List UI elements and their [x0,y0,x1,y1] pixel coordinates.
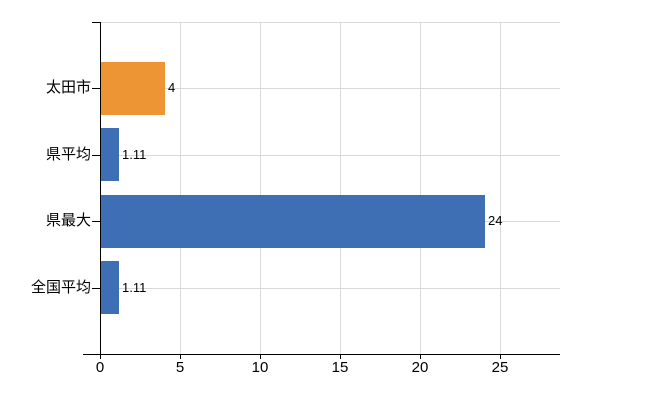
y-axis-line [100,22,101,354]
x-axis-tick [100,354,101,359]
x-gridline [500,22,501,354]
x-tick-label: 15 [331,359,349,376]
x-gridline [180,22,181,354]
category-label-県平均: 県平均 [45,146,91,163]
plot-top-border [100,22,560,23]
y-axis-tick [92,22,100,23]
x-axis-tick [260,354,261,359]
x-gridline [260,22,261,354]
x-tick-label: 10 [251,359,269,376]
x-gridline [340,22,341,354]
value-label: 24 [488,213,503,228]
bar-太田市 [101,62,165,115]
x-gridline [420,22,421,354]
y-gridline [100,155,560,156]
x-axis-tick [500,354,501,359]
value-label: 1.11 [122,147,147,162]
bar-県平均 [101,128,119,181]
y-axis-tick [92,221,100,222]
x-axis-line [83,354,560,355]
x-tick-label: 0 [95,359,105,376]
bar-県最大 [101,195,485,248]
bar-全国平均 [101,261,119,314]
x-axis-tick [420,354,421,359]
category-label-県最大: 県最大 [45,212,91,229]
category-label-全国平均: 全国平均 [30,279,91,296]
x-tick-label: 20 [411,359,429,376]
x-axis-tick [340,354,341,359]
x-tick-label: 5 [175,359,185,376]
x-axis-tick [180,354,181,359]
category-label-太田市: 太田市 [45,79,91,96]
y-gridline [100,88,560,89]
y-axis-tick [92,88,100,89]
y-axis-tick [92,155,100,156]
x-tick-label: 25 [491,359,509,376]
value-label: 4 [168,80,176,95]
value-label: 1.11 [122,280,147,295]
y-axis-tick [92,288,100,289]
y-gridline [100,288,560,289]
